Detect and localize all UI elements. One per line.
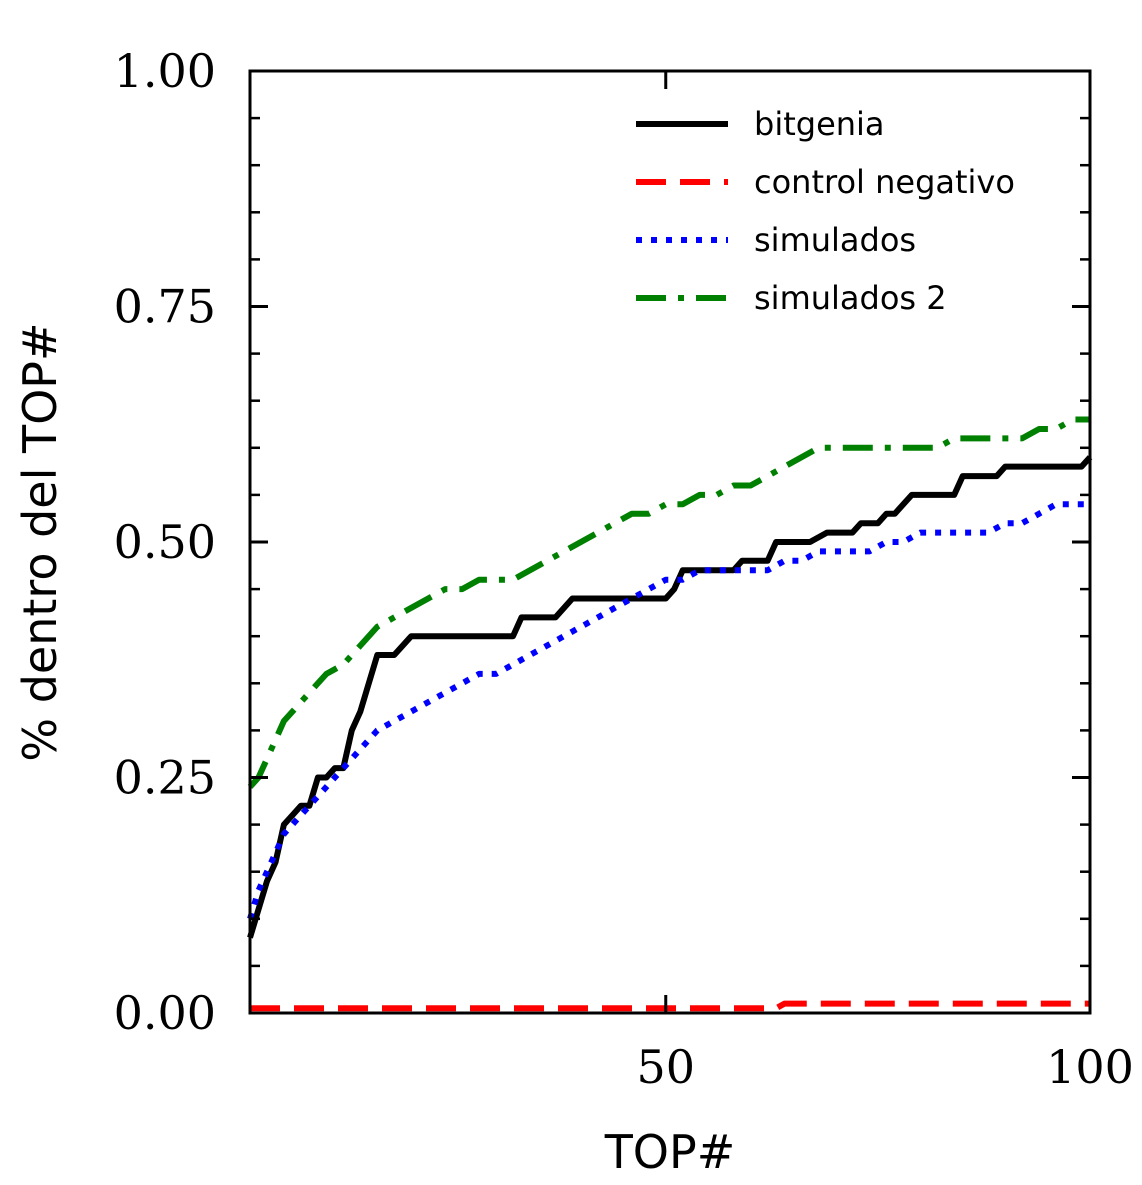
y-tick-label: 0.00 <box>114 986 216 1040</box>
series-line-control-negativo <box>250 1000 1090 1012</box>
y-tick-label: 0.25 <box>114 751 216 805</box>
series-line-simulados-2 <box>247 416 1090 789</box>
x-tick-label: 50 <box>636 1040 695 1094</box>
legend-label: simulados <box>754 221 916 259</box>
plot-frame <box>248 69 1092 1015</box>
legend: bitgenia control negativo simulados simulad… <box>636 105 1015 317</box>
y-tick-label: 0.50 <box>114 515 216 569</box>
series-layer <box>247 416 1093 1012</box>
x-tick-label: 100 <box>1046 1040 1134 1094</box>
label-layer: 0.00 0.25 0.50 0.75 1.00 50 100 <box>114 44 1134 1094</box>
x-axis-title: TOP# <box>604 1125 736 1179</box>
legend-label: control negativo <box>754 163 1015 201</box>
y-tick-label: 1.00 <box>114 44 216 98</box>
series-line-bitgenia <box>247 455 1093 939</box>
legend-label: simulados 2 <box>754 279 947 317</box>
y-tick-label: 0.75 <box>114 280 216 334</box>
legend-label: bitgenia <box>754 105 885 143</box>
y-axis-title: % dentro del TOP# <box>13 322 67 761</box>
series-line-simulados <box>247 501 1090 920</box>
tick-layer <box>250 69 1092 1015</box>
